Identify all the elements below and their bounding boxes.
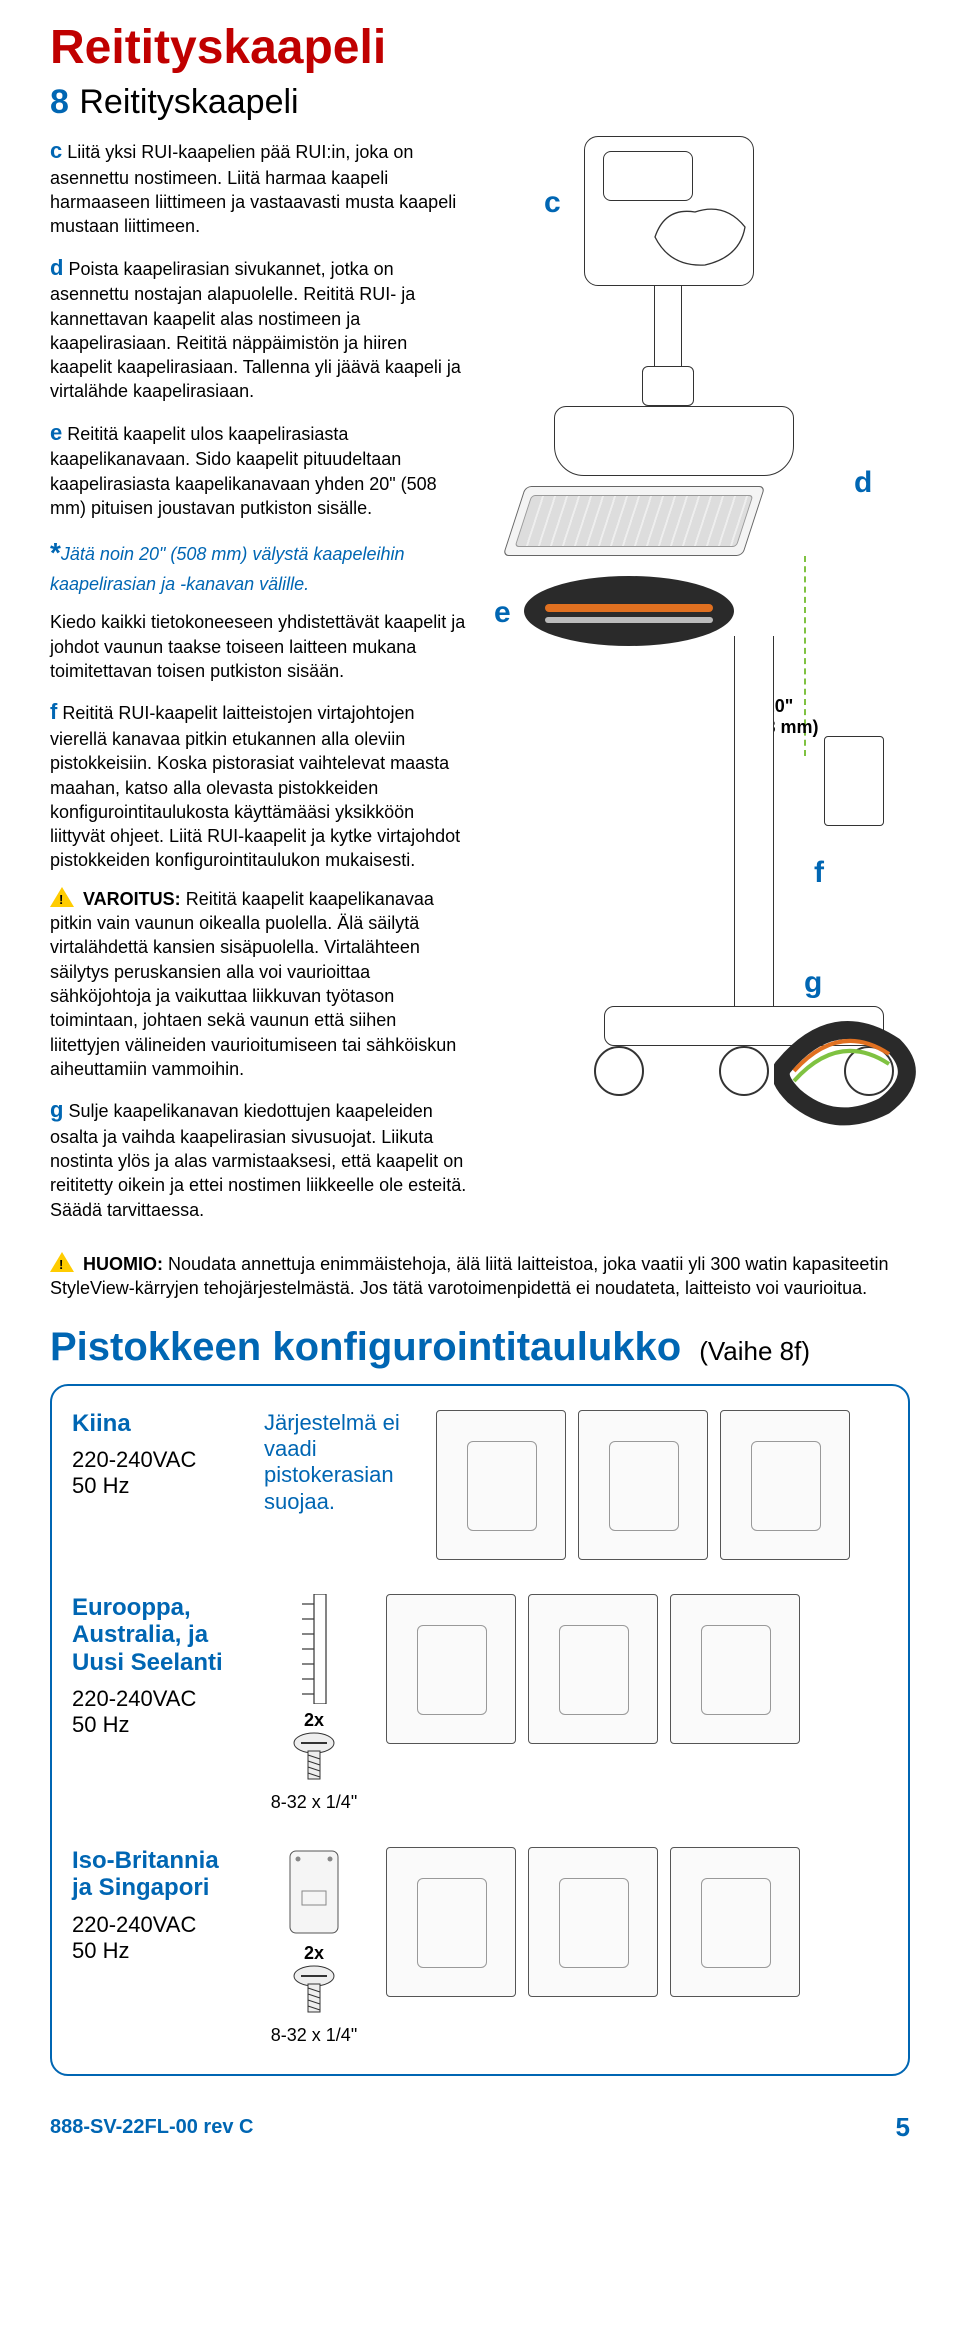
warning-block: VAROITUS: Reititä kaapelit kaapelikanava… xyxy=(50,887,470,1081)
region-spec: 220-240VAC 50 Hz xyxy=(72,1447,242,1499)
kiedo-block: Kiedo kaikki tietokoneeseen yhdistettävä… xyxy=(50,610,470,683)
region-col: Eurooppa, Australia, ja Uusi Seelanti 22… xyxy=(72,1594,242,1739)
config-table: Kiina 220-240VAC 50 Hz Järjestelmä ei va… xyxy=(50,1384,910,2076)
region-col: Iso-Britannia ja Singapori 220-240VAC 50… xyxy=(72,1847,242,1964)
panel-illustration xyxy=(670,1847,800,1997)
diagram-letter-c: c xyxy=(544,186,561,220)
screw-qty: 2x xyxy=(264,1710,364,1731)
config-row-uk: Iso-Britannia ja Singapori 220-240VAC 50… xyxy=(72,1847,888,2046)
diagram-cable-wrap xyxy=(524,576,734,646)
region-col: Kiina 220-240VAC 50 Hz xyxy=(72,1410,242,1500)
screw-col: 2x 8-32 x 1/4" xyxy=(264,1847,364,2046)
warning-text: Reititä kaapelit kaapelikanavaa pitkin v… xyxy=(50,889,456,1079)
region-name: Eurooppa, Australia, ja Uusi Seelanti xyxy=(72,1594,242,1677)
step-f-letter: f xyxy=(50,699,57,724)
region-spec: 220-240VAC 50 Hz xyxy=(72,1686,242,1738)
warning-triangle-icon xyxy=(50,887,74,907)
panel-illustration xyxy=(578,1410,708,1560)
caution-block: HUOMIO: Noudata annettuja enimmäistehoja… xyxy=(50,1252,910,1301)
diagram-letter-d: d xyxy=(854,466,872,500)
diagram-letter-e: e xyxy=(494,596,511,630)
diagram-wheel-mid xyxy=(719,1046,769,1096)
screw-size: 8-32 x 1/4" xyxy=(264,1792,364,1813)
region-name: Iso-Britannia ja Singapori xyxy=(72,1847,242,1902)
main-two-column: c Liitä yksi RUI-kaapelien pää RUI:in, j… xyxy=(50,136,910,1236)
footer-doc-number: 888-SV-22FL-00 rev C xyxy=(50,2116,253,2139)
warning-label: VAROITUS: xyxy=(83,889,181,909)
section-line: 8 Reitityskaapeli xyxy=(50,83,910,122)
screw-icon xyxy=(289,1731,339,1786)
step-g: g Sulje kaapelikanavan kiedottujen kaape… xyxy=(50,1095,470,1222)
step-c-letter: c xyxy=(50,138,62,163)
cart-diagram: c d e 20" (508 mm) xyxy=(494,136,910,1236)
step-d-letter: d xyxy=(50,255,63,280)
panel-illustration xyxy=(528,1847,658,1997)
config-title: Pistokkeen konfigurointitaulukko xyxy=(50,1325,681,1370)
screw-size: 8-32 x 1/4" xyxy=(264,2025,364,2046)
step-c: c Liitä yksi RUI-kaapelien pää RUI:in, j… xyxy=(50,136,470,239)
step-f: f Reititä RUI-kaapelit laitteistojen vir… xyxy=(50,697,470,872)
step-f-text: Reititä RUI-kaapelit laitteistojen virta… xyxy=(50,703,460,870)
page-footer: 888-SV-22FL-00 rev C 5 xyxy=(50,2112,910,2143)
step-g-letter: g xyxy=(50,1097,63,1122)
tip-star-icon: * xyxy=(50,537,61,568)
diagram-pole-lower xyxy=(734,636,774,1016)
diagram-monitor-bracket xyxy=(584,136,754,286)
section-number: 8 xyxy=(50,83,69,121)
diagram-keyboard xyxy=(503,486,766,556)
panel-illustration xyxy=(670,1594,800,1744)
cover-plate-icon xyxy=(284,1847,344,1937)
text-column: c Liitä yksi RUI-kaapelien pää RUI:in, j… xyxy=(50,136,470,1236)
config-step-ref: (Vaihe 8f) xyxy=(699,1336,810,1367)
caution-text: Noudata annettuja enimmäistehoja, älä li… xyxy=(50,1254,888,1298)
page-title: Reitityskaapeli xyxy=(50,20,910,75)
region-note: Järjestelmä ei vaadi pistokerasian suoja… xyxy=(264,1410,414,1516)
diagram-coil-g xyxy=(774,1016,934,1136)
diagram-tray xyxy=(554,406,794,476)
step-e-letter: e xyxy=(50,420,62,445)
step-d: d Poista kaapelirasian sivukannet, jotka… xyxy=(50,253,470,404)
step-d-text: Poista kaapelirasian sivukannet, jotka o… xyxy=(50,259,461,402)
step-e: e Reititä kaapelit ulos kaapelirasiasta … xyxy=(50,418,470,521)
config-row-china: Kiina 220-240VAC 50 Hz Järjestelmä ei va… xyxy=(72,1410,888,1560)
diagram-letter-f: f xyxy=(814,856,824,890)
config-title-row: Pistokkeen konfigurointitaulukko (Vaihe … xyxy=(50,1325,910,1370)
step-c-text: Liitä yksi RUI-kaapelien pää RUI:in, jok… xyxy=(50,142,456,236)
footer-page-number: 5 xyxy=(896,2112,910,2143)
panel-illustration xyxy=(386,1847,516,1997)
panel-col xyxy=(386,1847,888,1997)
diagram-column: c d e 20" (508 mm) xyxy=(494,136,910,1236)
screw-qty: 2x xyxy=(264,1943,364,1964)
region-name: Kiina xyxy=(72,1410,242,1438)
screw-col: 2x 8-32 x 1/4" xyxy=(264,1594,364,1813)
step-g-text: Sulje kaapelikanavan kiedottujen kaapele… xyxy=(50,1101,466,1220)
panel-col xyxy=(436,1410,888,1560)
screw-icon xyxy=(289,1964,339,2019)
panel-illustration xyxy=(386,1594,516,1744)
step-e-text: Reititä kaapelit ulos kaapelirasiasta ka… xyxy=(50,424,437,518)
section-label: Reitityskaapeli xyxy=(79,83,298,121)
tip-text: Jätä noin 20" (508 mm) välystä kaapeleih… xyxy=(50,544,404,594)
region-spec: 220-240VAC 50 Hz xyxy=(72,1912,242,1964)
diagram-joint xyxy=(642,366,694,406)
caution-label: HUOMIO: xyxy=(83,1254,163,1274)
diagram-wheel-left xyxy=(594,1046,644,1096)
diagram-socket-box xyxy=(824,736,884,826)
hand-icon xyxy=(645,187,755,277)
panel-illustration xyxy=(720,1410,850,1560)
comb-plate-icon xyxy=(300,1594,328,1704)
panel-col xyxy=(386,1594,888,1744)
diagram-letter-g: g xyxy=(804,966,822,1000)
kiedo-text: Kiedo kaikki tietokoneeseen yhdistettävä… xyxy=(50,612,465,681)
caution-triangle-icon xyxy=(50,1252,74,1272)
panel-illustration xyxy=(528,1594,658,1744)
config-row-eu: Eurooppa, Australia, ja Uusi Seelanti 22… xyxy=(72,1594,888,1813)
tip-block: *Jätä noin 20" (508 mm) välystä kaapelei… xyxy=(50,534,470,596)
panel-illustration xyxy=(436,1410,566,1560)
